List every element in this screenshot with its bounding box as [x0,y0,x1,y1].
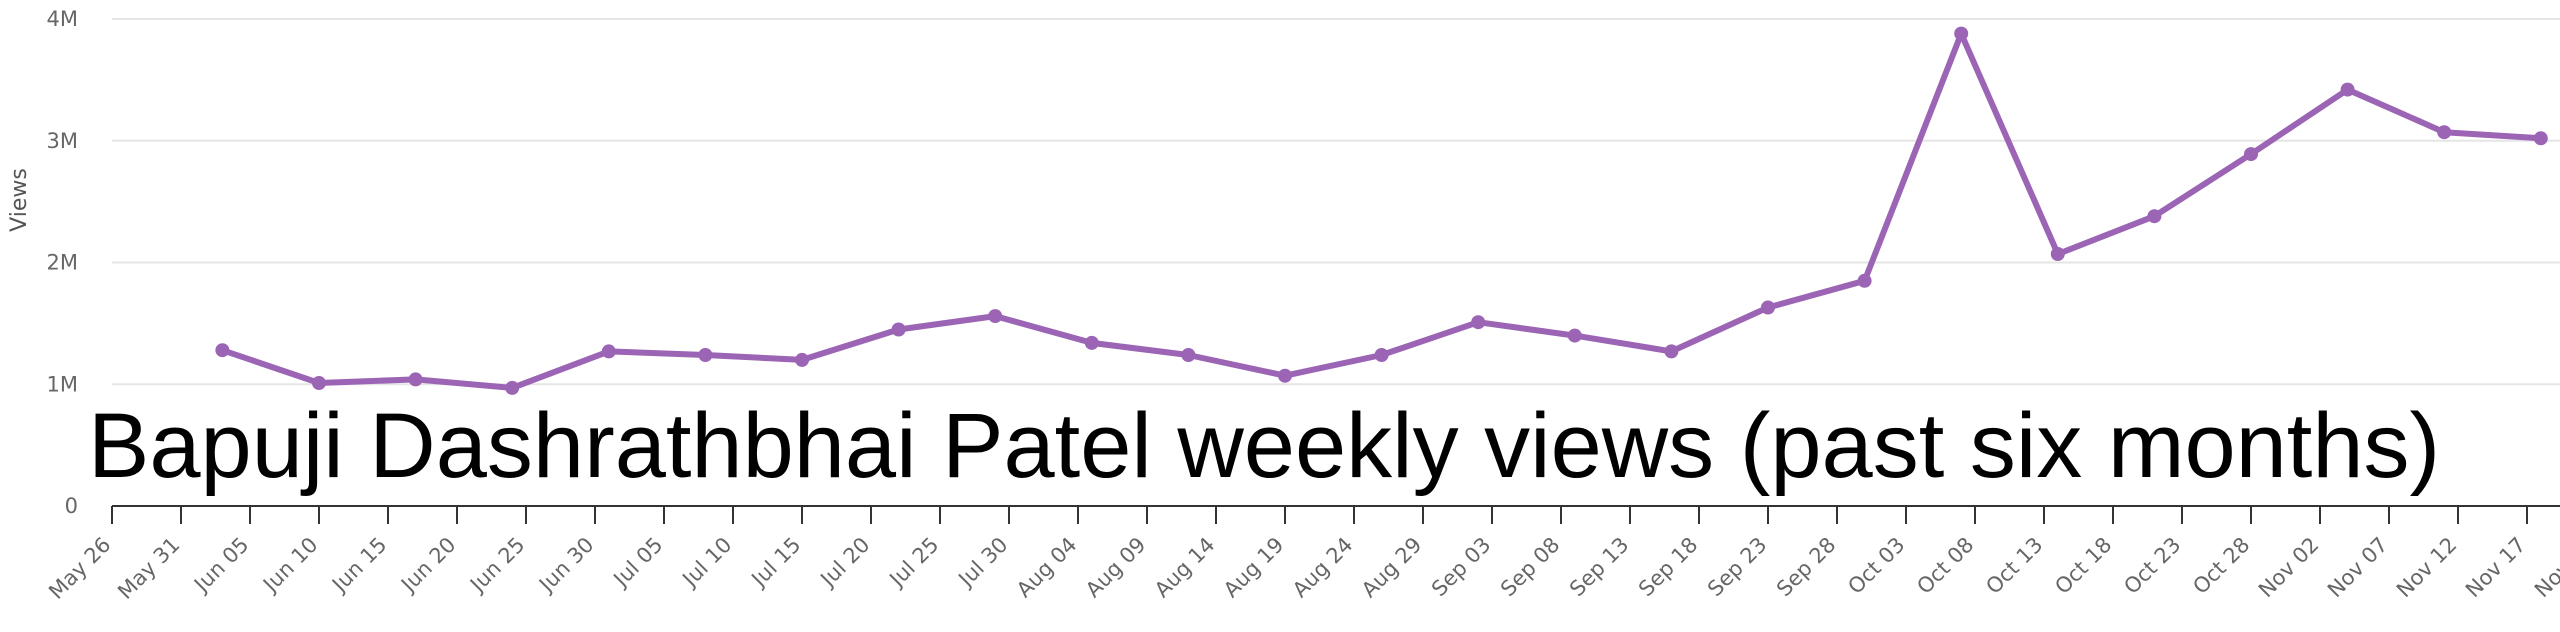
x-tick-label: Aug 19 [1219,533,1289,603]
data-point [795,352,809,367]
data-point [2437,125,2452,140]
x-tick-label: Jun 10 [257,533,322,598]
y-axis-ticks: 0 1M 2M 3M 4M [47,7,78,518]
data-point [1954,26,1969,41]
x-tick-label: Oct 13 [1981,533,2047,599]
data-point [1857,273,1872,288]
x-tick-label: Aug 24 [1288,533,1358,603]
data-point [1471,315,1486,330]
x-tick-label: Sep 08 [1496,533,1565,602]
data-point [2147,209,2162,224]
x-tick-label: May 31 [113,533,184,604]
y-tick-label: 4M [47,7,78,31]
x-tick-label: Oct 08 [1912,533,1978,599]
x-tick-label: Jul 30 [953,533,1013,593]
y-tick-label: 0 [65,494,78,518]
x-tick-label: Jun 20 [395,533,460,598]
x-tick-label: Aug 29 [1357,533,1427,603]
x-tick-label: Sep 13 [1565,533,1634,602]
data-point [1084,335,1099,350]
x-tick-label: Jul 05 [608,533,668,593]
x-tick-label: Nov 12 [2392,533,2462,603]
x-tick-label: Jun 30 [533,533,598,598]
data-point [2244,147,2258,162]
y-tick-label: 3M [47,129,78,153]
x-tick-label: Oct 23 [2119,533,2185,599]
data-point [698,348,713,362]
x-tick-label: Jul 10 [677,533,737,593]
data-point [505,380,520,395]
data-point [2050,247,2065,261]
x-tick-label: Jun 15 [326,533,391,598]
data-point [988,309,1003,324]
x-tick-label: Oct 28 [2188,533,2254,599]
x-tick-label: Jun 05 [188,533,253,598]
gridlines [112,18,2560,386]
x-tick-label: Aug 14 [1150,533,1220,603]
data-point [601,344,616,359]
x-tick-label: Sep 03 [1427,533,1496,602]
x-tick-label: Aug 09 [1081,533,1151,603]
data-point [1181,348,1196,362]
x-tick-label: Nov 02 [2254,533,2324,603]
x-tick-label: Nov 22 [2530,533,2560,603]
views-series [215,26,2548,395]
x-tick-label: Oct 18 [2050,533,2116,599]
data-point [1278,368,1292,383]
x-tick-label: Sep 23 [1703,533,1772,602]
x-tick-label: Sep 18 [1634,533,1703,602]
x-tick-label: Jul 15 [746,533,806,593]
x-tick-label: Jul 25 [884,533,944,593]
data-point [891,322,906,337]
x-tick-label: Sep 28 [1772,533,1841,602]
x-tick-label: Nov 17 [2461,533,2531,603]
x-tick-label: Jul 20 [815,533,875,593]
y-tick-label: 1M [47,372,78,396]
x-tick-label: Jun 25 [464,533,529,598]
chart-title: Bapuji Dashrathbhai Patel weekly views (… [88,395,2440,497]
data-point [1664,344,1679,359]
x-tick-label: Oct 03 [1843,533,1909,599]
x-tick-label: Aug 04 [1012,533,1082,603]
data-point [215,343,230,358]
y-tick-label: 2M [47,251,78,275]
x-tick-label: Nov 07 [2323,533,2393,603]
data-point [1374,348,1389,362]
y-axis-label: Views [7,168,32,232]
data-point [408,372,423,387]
x-tick-label: May 26 [44,533,115,604]
data-point [312,376,326,390]
data-point [1761,300,1775,315]
data-point [1567,328,1582,343]
series-line [221,30,2541,391]
data-point [2340,82,2355,97]
data-point [2533,131,2548,146]
